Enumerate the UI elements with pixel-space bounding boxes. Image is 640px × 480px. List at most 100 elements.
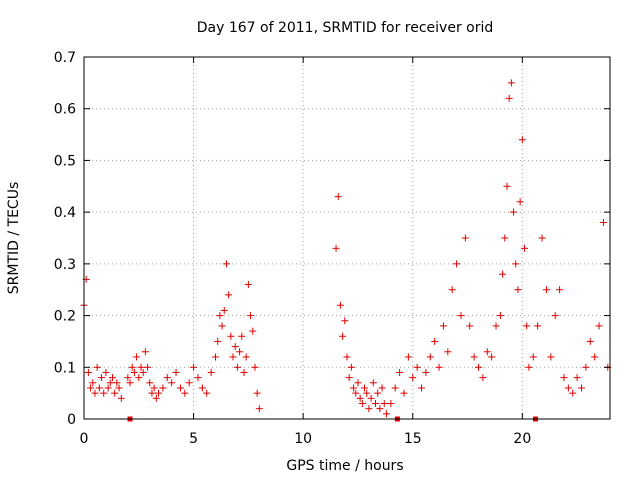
data-point	[212, 353, 219, 361]
data-point	[422, 368, 430, 376]
data-point	[87, 384, 95, 392]
data-point	[521, 244, 529, 252]
data-point	[461, 234, 469, 242]
data-point	[339, 332, 347, 340]
data-point	[569, 389, 577, 397]
data-point	[251, 363, 259, 371]
data-point	[341, 317, 349, 325]
data-point	[547, 353, 555, 361]
data-point	[128, 363, 136, 371]
data-markers	[80, 79, 612, 422]
data-point	[126, 379, 134, 387]
data-point	[181, 389, 189, 397]
plot-frame	[83, 56, 611, 420]
x-tick-label: 0	[80, 431, 89, 447]
data-point	[387, 399, 395, 407]
y-tick-label: 0	[67, 412, 76, 428]
data-point	[516, 198, 524, 206]
data-point	[578, 384, 586, 392]
data-point	[91, 389, 99, 397]
data-point	[146, 379, 154, 387]
data-point	[214, 337, 222, 345]
y-tick-label: 0.3	[54, 257, 76, 273]
data-point	[176, 384, 184, 392]
data-point	[203, 389, 211, 397]
data-point	[512, 260, 520, 268]
data-point	[190, 363, 198, 371]
data-point	[108, 374, 116, 382]
data-point	[139, 368, 147, 376]
y-tick-label: 0.6	[54, 102, 76, 118]
data-point	[144, 363, 152, 371]
data-point	[111, 389, 119, 397]
data-point	[551, 312, 559, 320]
data-point	[242, 353, 250, 361]
data-point	[95, 384, 103, 392]
data-point	[227, 332, 235, 340]
x-tick-label: 5	[189, 431, 198, 447]
data-point	[168, 379, 176, 387]
data-point	[586, 337, 594, 345]
data-point	[253, 389, 261, 397]
data-point	[404, 353, 412, 361]
data-point	[599, 218, 607, 226]
data-point	[124, 374, 132, 382]
data-point	[163, 374, 171, 382]
y-tick-label: 0.4	[54, 205, 76, 221]
y-tick-label: 0.5	[54, 153, 76, 169]
data-point	[207, 368, 215, 376]
data-point	[534, 322, 542, 330]
data-point	[448, 286, 456, 294]
data-point	[376, 405, 384, 413]
data-point	[374, 389, 382, 397]
y-tick-label: 0.2	[54, 309, 76, 325]
data-point	[117, 394, 125, 402]
data-point	[159, 384, 167, 392]
data-point	[93, 363, 101, 371]
data-point	[507, 79, 515, 87]
data-point	[391, 384, 399, 392]
data-point	[137, 363, 145, 371]
data-point	[220, 306, 228, 314]
data-point	[222, 260, 230, 268]
data-point	[378, 384, 386, 392]
data-point	[150, 384, 158, 392]
data-point	[380, 399, 388, 407]
data-point	[439, 322, 447, 330]
data-point	[185, 379, 193, 387]
data-point	[496, 312, 504, 320]
data-point	[356, 394, 364, 402]
data-point	[501, 234, 509, 242]
data-point	[371, 399, 379, 407]
chart-title: Day 167 of 2011, SRMTID for receiver ori…	[197, 20, 494, 36]
data-point	[488, 353, 496, 361]
data-point	[198, 384, 206, 392]
data-point	[352, 389, 360, 397]
data-point	[84, 368, 92, 376]
data-point	[363, 389, 371, 397]
data-point	[216, 312, 224, 320]
data-point	[525, 363, 533, 371]
data-point	[229, 353, 237, 361]
data-point	[106, 379, 114, 387]
data-point	[249, 327, 257, 335]
data-point	[104, 384, 112, 392]
data-point	[418, 384, 426, 392]
data-point	[560, 374, 568, 382]
data-point	[457, 312, 465, 320]
data-point	[194, 374, 202, 382]
data-point	[523, 322, 531, 330]
data-point	[354, 379, 362, 387]
data-point	[115, 384, 123, 392]
data-point	[444, 348, 452, 356]
data-point	[475, 363, 482, 371]
data-point	[102, 368, 110, 376]
data-point	[152, 394, 160, 402]
data-point	[365, 405, 373, 413]
data-point	[382, 410, 390, 418]
data-point	[466, 322, 474, 330]
data-point	[479, 374, 487, 382]
data-point	[133, 353, 141, 361]
data-point	[470, 353, 478, 361]
data-point	[98, 374, 106, 382]
